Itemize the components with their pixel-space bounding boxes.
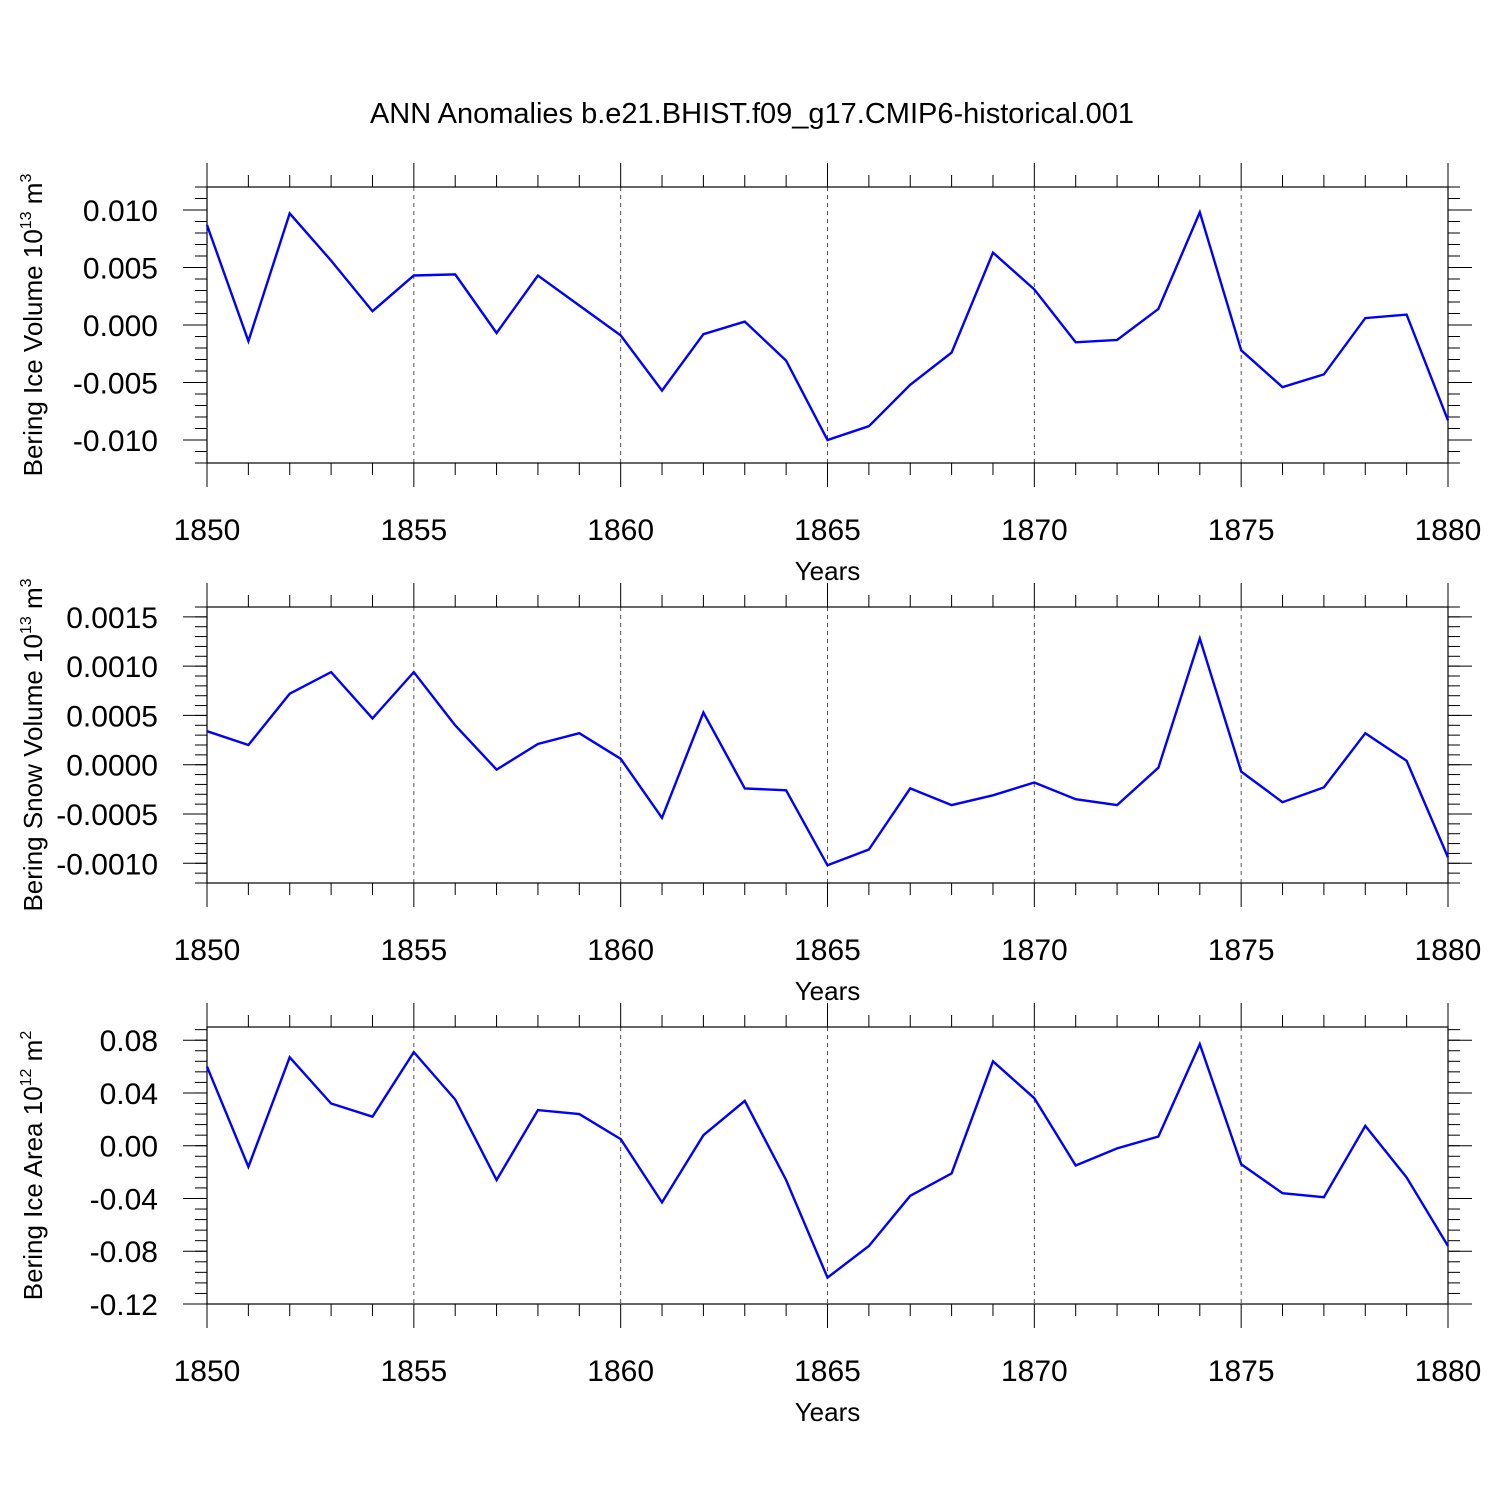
x-tick-label: 1875	[1208, 1355, 1275, 1388]
x-tick-label: 1850	[174, 934, 241, 967]
y-tick-label: 0.010	[83, 195, 158, 228]
x-axis-label: Years	[795, 1397, 861, 1427]
y-tick-label: -0.0005	[56, 799, 158, 832]
panel-1: 0.010 0.005 0.000 -0.005 -0.010 1850 1855 1860 1…	[18, 163, 1481, 586]
y-axis-label: Bering Snow Volume 1013 m3	[18, 578, 48, 911]
panels: 0.010 0.005 0.000 -0.005 -0.010 1850 1855 1860 1…	[18, 163, 1481, 1427]
x-tick-label: 1865	[794, 1355, 861, 1388]
y-tick-label: 0.000	[83, 310, 158, 343]
x-tick-label: 1865	[794, 514, 861, 547]
y-tick-label: 0.04	[100, 1078, 158, 1111]
y-tick-label: 0.0010	[66, 651, 158, 684]
x-tick-label: 1870	[1001, 514, 1068, 547]
x-tick-label: 1870	[1001, 934, 1068, 967]
y-tick-label: 0.08	[100, 1025, 158, 1058]
x-tick-label: 1850	[174, 1355, 241, 1388]
y-tick-label: 0.00	[100, 1131, 158, 1164]
x-tick-label: 1875	[1208, 934, 1275, 967]
x-tick-label: 1875	[1208, 514, 1275, 547]
y-tick-label: 0.0005	[66, 700, 158, 733]
x-tick-label: 1855	[380, 1355, 447, 1388]
x-tick-label: 1880	[1415, 1355, 1482, 1388]
y-axis-label: Bering Ice Volume 1013 m3	[18, 174, 48, 477]
x-tick-label: 1880	[1415, 514, 1482, 547]
x-tick-label: 1865	[794, 934, 861, 967]
y-tick-label: 0.0000	[66, 750, 158, 783]
y-tick-label: 0.0015	[66, 602, 158, 635]
panel-2: 0.0015 0.0010 0.0005 0.0000 -0.0005 -0.0010 18…	[18, 578, 1481, 1006]
y-axis-label: Bering Ice Area 1012 m2	[18, 1031, 48, 1301]
x-tick-label: 1855	[380, 934, 447, 967]
y-tick-label: -0.005	[73, 368, 158, 401]
x-tick-label: 1860	[587, 1355, 654, 1388]
y-tick-label: -0.12	[90, 1289, 158, 1322]
x-tick-label: 1870	[1001, 1355, 1068, 1388]
series-line	[207, 1044, 1448, 1278]
y-tick-label: -0.010	[73, 425, 158, 458]
x-tick-label: 1855	[380, 514, 447, 547]
y-tick-label: -0.08	[90, 1236, 158, 1269]
x-tick-label: 1850	[174, 514, 241, 547]
y-tick-label: -0.04	[90, 1183, 158, 1216]
chart-title: ANN Anomalies b.e21.BHIST.f09_g17.CMIP6-…	[370, 98, 1134, 130]
x-axis-label: Years	[795, 976, 861, 1006]
panel-3: 0.08 0.04 0.00 -0.04 -0.08 -0.12 1850 1855 1860 1…	[18, 1003, 1481, 1427]
y-tick-label: 0.005	[83, 253, 158, 286]
x-tick-label: 1880	[1415, 934, 1482, 967]
x-tick-label: 1860	[587, 934, 654, 967]
x-axis-label: Years	[795, 556, 861, 586]
x-tick-label: 1860	[587, 514, 654, 547]
y-tick-label: -0.0010	[56, 848, 158, 881]
